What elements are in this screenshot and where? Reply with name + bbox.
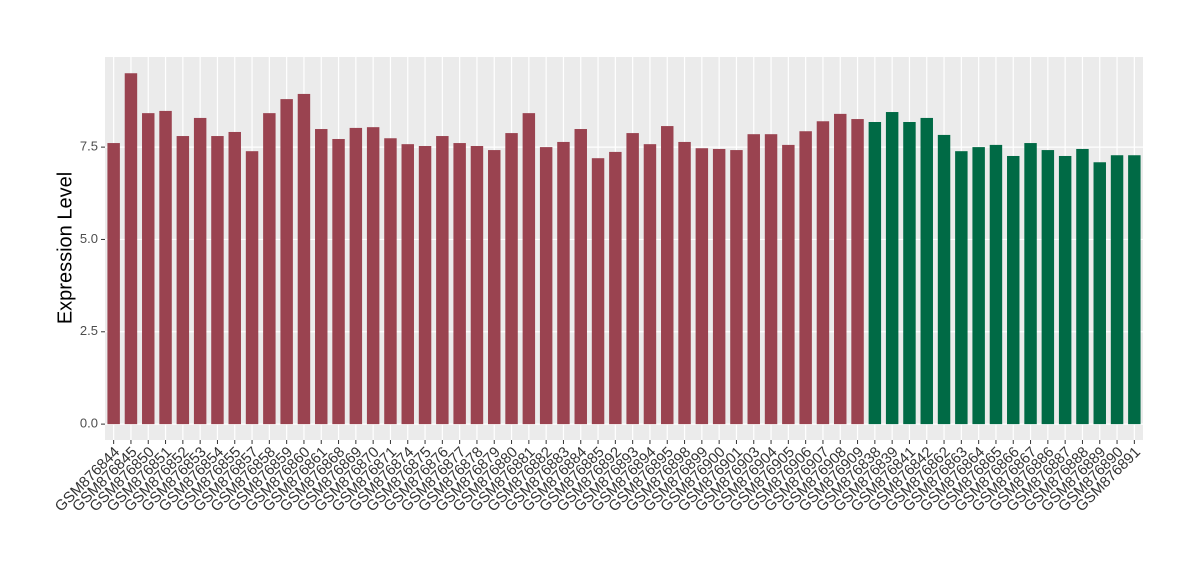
bar [1007,155,1020,425]
bar [661,126,674,425]
bar [1024,143,1037,425]
bar [522,113,536,425]
bar [470,146,484,425]
bar [1076,148,1089,425]
bar [903,122,916,425]
bar [539,147,553,425]
bar [436,136,449,425]
bar [193,117,207,425]
bar [453,143,466,425]
bar [211,136,224,425]
bar [297,93,311,425]
bar [799,131,812,425]
bar [1041,150,1055,425]
bar [228,131,241,425]
bar [505,133,518,425]
bar [245,151,259,425]
bar [816,121,830,425]
bar [747,134,760,425]
bar [142,113,155,425]
y-tick-label: 2.5 [80,323,98,338]
bar [107,143,120,425]
y-axis-title: Expression Level [54,172,76,324]
bar [678,141,691,425]
y-tick-label: 5.0 [80,231,98,246]
bar [176,136,190,425]
bar [1110,155,1124,425]
bar [712,148,726,425]
bar [1058,155,1072,425]
bar [557,141,570,425]
bar [332,138,345,425]
bar [418,146,432,425]
bar [643,144,657,425]
bar [1128,155,1141,425]
bar [955,151,968,425]
bar [401,144,414,425]
bar [574,129,587,425]
bar [626,133,639,425]
bar [834,113,847,425]
y-tick-label: 7.5 [80,139,98,154]
bar [263,113,276,425]
bar [366,127,380,425]
bar [885,112,899,425]
bar [609,151,622,425]
bar [124,73,138,425]
bar [868,122,882,425]
bar [1093,162,1106,425]
bar [782,144,795,425]
bar [695,148,709,425]
bar [315,129,328,425]
plot-panel [105,57,1143,440]
bar [989,144,1003,425]
bar [972,147,985,425]
bar [730,150,743,425]
bar [488,150,501,425]
bar [920,117,933,425]
bar [384,138,397,425]
bar [764,134,778,425]
bar [159,110,172,425]
y-tick-label: 0.0 [80,416,98,431]
bar [349,127,363,425]
bar [591,158,605,425]
bar [937,134,951,425]
bar [280,99,293,425]
bar [851,119,864,425]
